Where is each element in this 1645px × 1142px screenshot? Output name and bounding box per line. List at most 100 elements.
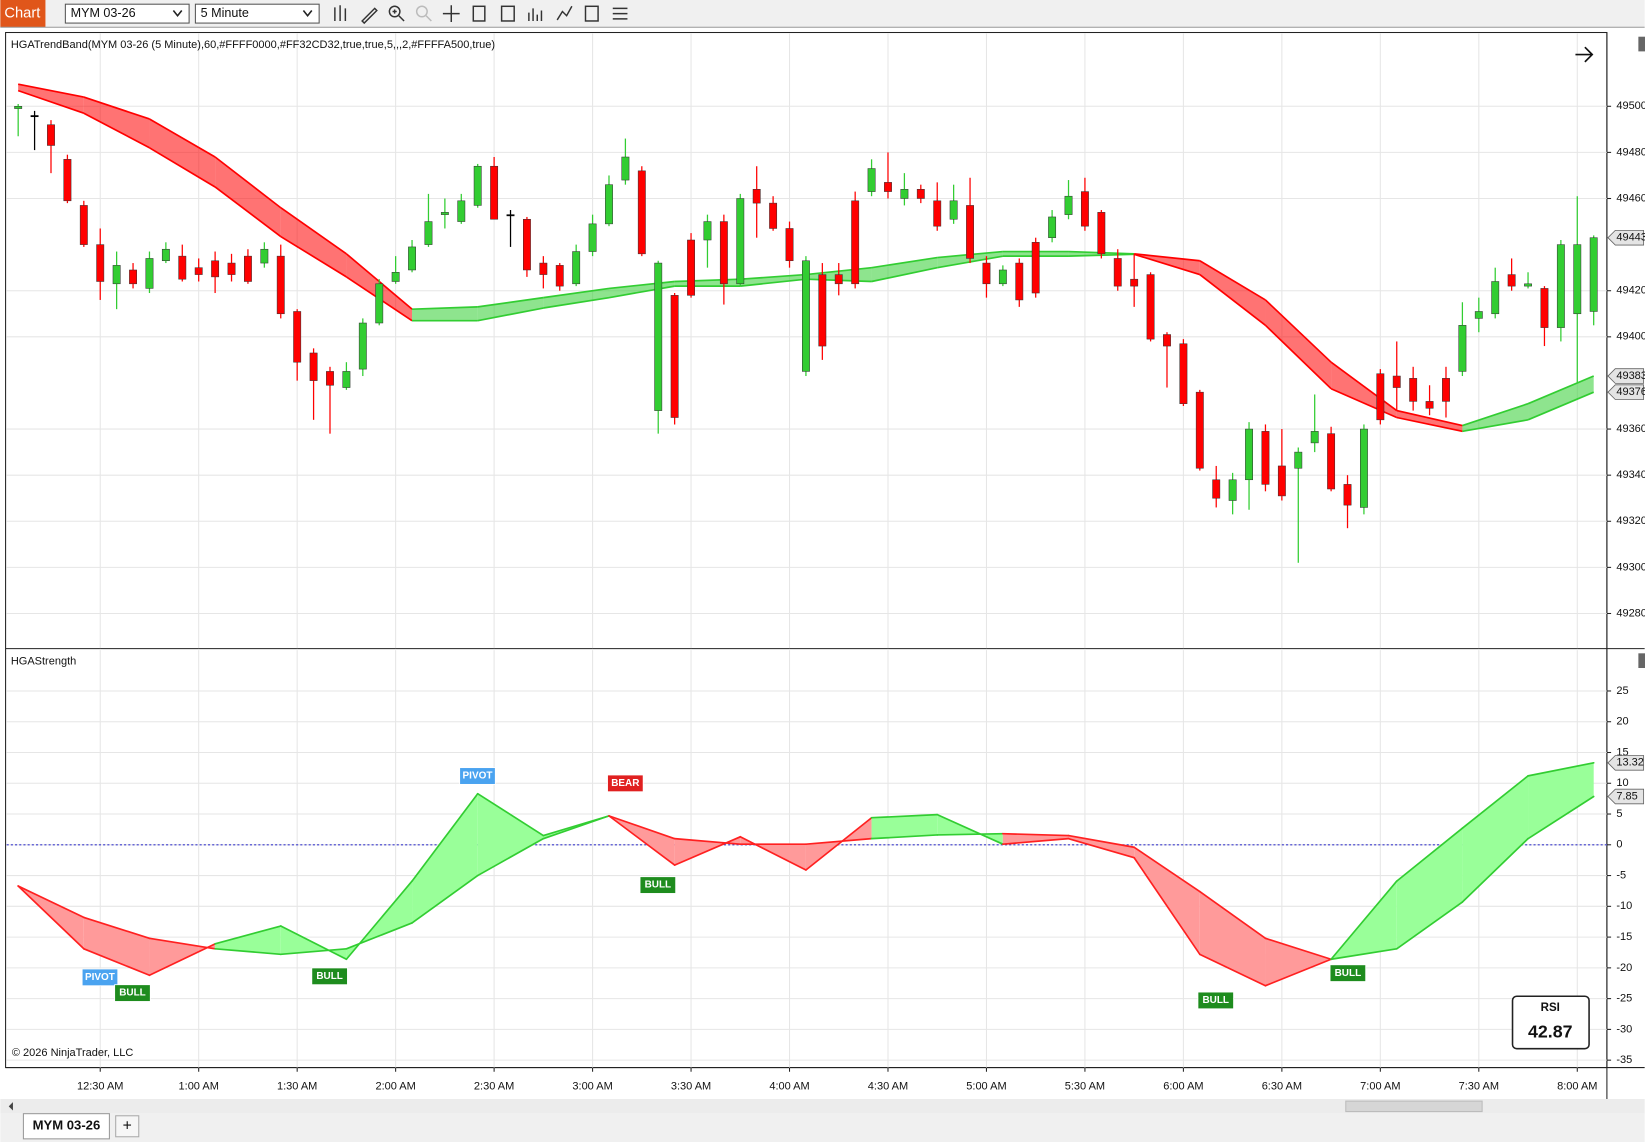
candle-body bbox=[63, 159, 72, 202]
band-upper bbox=[18, 83, 84, 98]
dropdown-arrow bbox=[302, 9, 313, 17]
candle-body bbox=[408, 246, 416, 271]
slow-line bbox=[936, 832, 1004, 836]
candle-body bbox=[801, 260, 810, 372]
fast-line bbox=[608, 815, 676, 866]
band-upper bbox=[1134, 253, 1200, 262]
slow-line bbox=[476, 837, 545, 877]
strategies-icon[interactable] bbox=[528, 8, 543, 21]
fast-line bbox=[1133, 856, 1201, 956]
toolbar-icons[interactable] bbox=[334, 5, 628, 25]
signal-badge bbox=[311, 967, 348, 986]
interval-select[interactable] bbox=[194, 3, 320, 24]
candle-body bbox=[1589, 237, 1598, 312]
band-segment bbox=[477, 297, 544, 321]
draw-icon[interactable] bbox=[361, 7, 378, 25]
band-segment bbox=[1265, 299, 1332, 389]
candle-body bbox=[1343, 484, 1352, 506]
y-tick-label: -10 bbox=[1616, 900, 1632, 912]
indicator-title: HGAStrength bbox=[11, 656, 76, 668]
signal-badge bbox=[1197, 991, 1234, 1010]
candle-body bbox=[1294, 451, 1303, 469]
band-upper bbox=[1199, 260, 1266, 301]
candle-body bbox=[473, 165, 482, 206]
candle-body bbox=[145, 258, 154, 289]
zoom-out-icon[interactable] bbox=[415, 5, 428, 18]
slow-line bbox=[17, 885, 85, 919]
x-tick-label: 5:00 AM bbox=[966, 1080, 1006, 1092]
y-tick-label: -35 bbox=[1616, 1054, 1632, 1066]
candle-body bbox=[703, 221, 712, 241]
candle-body bbox=[916, 189, 925, 199]
candle-body bbox=[1491, 281, 1500, 315]
instrument-select[interactable] bbox=[64, 3, 190, 24]
band-lower bbox=[1199, 273, 1266, 326]
chart-menu-label[interactable]: Chart bbox=[4, 6, 40, 22]
y-tick-label: 49360 bbox=[1616, 423, 1645, 435]
candle-body bbox=[1097, 212, 1106, 255]
candle-body bbox=[1458, 325, 1467, 372]
tab-label[interactable]: MYM 03-26 bbox=[33, 1118, 101, 1133]
fast-line bbox=[739, 835, 807, 871]
x-tick-label: 4:00 AM bbox=[769, 1080, 809, 1092]
strength-fill bbox=[871, 814, 938, 839]
y-tick-label: 49300 bbox=[1616, 561, 1645, 573]
strength-fill bbox=[1199, 891, 1266, 986]
panel-handle[interactable] bbox=[1638, 36, 1645, 52]
instrument-label[interactable]: MYM 03-26 bbox=[71, 6, 136, 20]
band-upper bbox=[214, 156, 282, 209]
chart-menu[interactable] bbox=[0, 0, 46, 28]
signal-badge bbox=[81, 968, 119, 987]
candle-body bbox=[949, 200, 958, 220]
band-lower bbox=[280, 235, 347, 278]
list-icon[interactable] bbox=[612, 7, 628, 20]
scroll-thumb[interactable] bbox=[1345, 1100, 1483, 1113]
candle-body bbox=[834, 274, 843, 285]
add-tab-label[interactable]: + bbox=[123, 1117, 132, 1134]
y-tick-label: 49400 bbox=[1616, 331, 1645, 343]
x-tick-label: 7:30 AM bbox=[1459, 1080, 1499, 1092]
bars-icon[interactable] bbox=[334, 5, 347, 21]
analysis-icon[interactable] bbox=[556, 5, 573, 21]
band-lower bbox=[1330, 387, 1398, 419]
x-tick-label: 12:30 AM bbox=[77, 1080, 123, 1092]
properties-icon[interactable] bbox=[472, 5, 486, 22]
band-segment bbox=[215, 157, 281, 237]
snapshot-icon[interactable] bbox=[584, 5, 599, 22]
candle-body bbox=[457, 200, 466, 222]
x-tick-label: 7:00 AM bbox=[1360, 1080, 1400, 1092]
add-tab[interactable] bbox=[115, 1115, 140, 1138]
fast-line bbox=[1461, 775, 1529, 830]
indicators-icon[interactable] bbox=[500, 5, 515, 22]
zoom-in-icon[interactable] bbox=[388, 5, 401, 18]
strength-fill bbox=[149, 938, 216, 976]
crosshair-icon[interactable] bbox=[442, 5, 460, 23]
candle-body bbox=[506, 214, 515, 217]
y-tick-label: 49500 bbox=[1616, 100, 1645, 112]
band-lower bbox=[214, 186, 282, 238]
slow-line bbox=[345, 922, 413, 950]
band-segment bbox=[149, 118, 216, 187]
candle-body bbox=[539, 262, 548, 275]
fast-line bbox=[1198, 953, 1267, 987]
candle-body bbox=[818, 274, 827, 347]
y-tick-label: -20 bbox=[1616, 962, 1632, 974]
interval-label[interactable]: 5 Minute bbox=[201, 6, 249, 20]
band-upper bbox=[740, 273, 806, 281]
candle-body bbox=[555, 265, 564, 287]
candle-body bbox=[227, 262, 236, 275]
dropdown-arrow bbox=[172, 9, 183, 17]
tab[interactable] bbox=[22, 1113, 110, 1140]
slow-line bbox=[608, 815, 676, 840]
scroll-bar[interactable] bbox=[0, 1099, 1645, 1114]
band-upper bbox=[1527, 375, 1595, 405]
panel-handle[interactable] bbox=[1638, 653, 1645, 669]
scroll-to-end-arrow[interactable] bbox=[1575, 46, 1594, 63]
scroll-left[interactable] bbox=[8, 1102, 13, 1111]
signal-label: BULL bbox=[645, 880, 672, 891]
candle-body bbox=[1245, 428, 1253, 481]
candle-body bbox=[785, 228, 794, 262]
candle-body bbox=[1507, 274, 1516, 287]
signal-badge bbox=[459, 767, 496, 785]
band-lower bbox=[1396, 416, 1463, 433]
